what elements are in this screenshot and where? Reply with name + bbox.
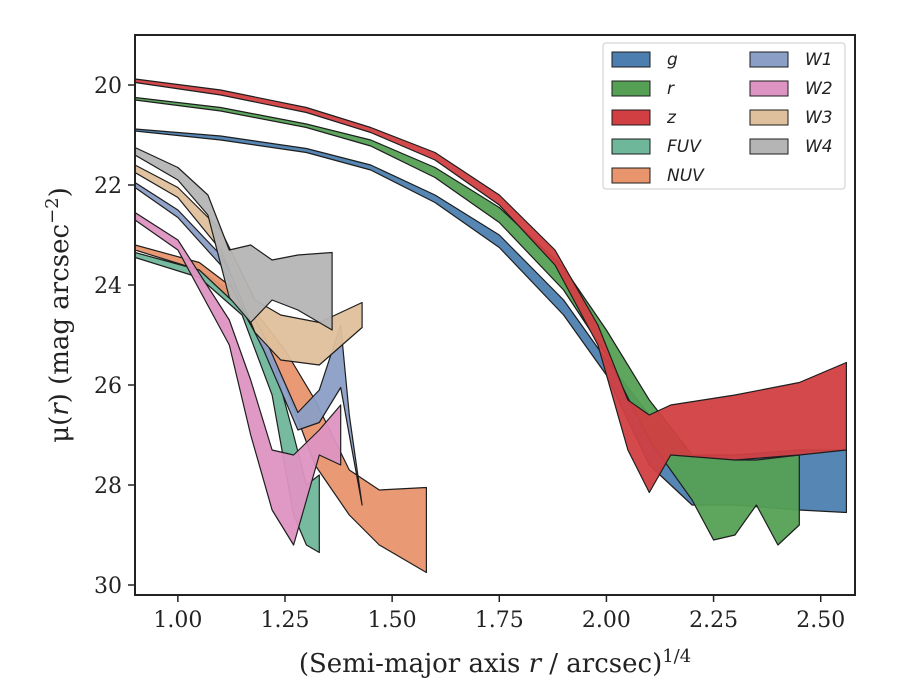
y-axis-title-main: μ( xyxy=(45,416,75,443)
x-tick-label: 1.00 xyxy=(153,608,202,633)
y-axis-title: μ(r) (mag arcsec−2) xyxy=(42,187,75,443)
legend-swatch-w2 xyxy=(749,80,789,97)
y-tick-label: 26 xyxy=(94,374,122,399)
legend-swatch-g xyxy=(611,51,651,68)
x-tick-label: 2.50 xyxy=(796,608,845,633)
band-w4 xyxy=(135,146,333,331)
x-tick-label: 1.25 xyxy=(261,608,310,633)
x-axis-title: (Semi-major axis r / arcsec)1/4 xyxy=(299,646,691,679)
legend-label-z: z xyxy=(666,108,677,128)
x-axis-title-tail: / arcsec) xyxy=(541,649,662,679)
legend-swatch-z xyxy=(611,109,651,126)
x-tick-label: 2.25 xyxy=(689,608,738,633)
x-axis-title-main: (Semi-major axis xyxy=(299,649,529,679)
legend-swatch-w1 xyxy=(749,51,789,68)
legend: grz FUV NUV W1 W2 W3 W4 xyxy=(602,42,846,190)
legend-label-fuv: FUV xyxy=(667,137,702,157)
legend-swatch-fuv xyxy=(611,138,651,155)
y-tick-label: 24 xyxy=(94,274,122,299)
band-w2 xyxy=(135,211,342,546)
x-tick-label: 2.00 xyxy=(582,608,631,633)
legend-label-w2: W2 xyxy=(805,79,833,99)
band-layer xyxy=(135,78,847,574)
x-axis-title-exp: 1/4 xyxy=(662,646,691,667)
band-r xyxy=(135,96,800,546)
x-axis-ticks: 1.00 1.25 1.50 1.75 2.00 2.25 2.50 xyxy=(153,595,845,633)
legend-swatch-w3 xyxy=(749,109,789,126)
legend-label-nuv: NUV xyxy=(667,166,705,186)
legend-swatch-r xyxy=(611,80,651,97)
x-axis-title-var: r xyxy=(529,649,543,679)
legend-label-w1: W1 xyxy=(805,50,833,70)
y-tick-label: 28 xyxy=(94,474,122,499)
legend-label-w4: W4 xyxy=(805,137,833,157)
x-tick-label: 1.75 xyxy=(475,608,524,633)
y-axis-ticks: 20 22 24 26 28 30 xyxy=(94,74,135,599)
legend-swatch-w4 xyxy=(749,138,789,155)
y-axis-title-close: ) xyxy=(45,187,75,197)
plot-frame xyxy=(134,34,856,596)
y-tick-label: 30 xyxy=(94,574,122,599)
y-axis-title-exp: −2 xyxy=(42,197,63,224)
legend-label-g: g xyxy=(667,50,678,70)
y-tick-label: 20 xyxy=(94,74,122,99)
y-tick-label: 22 xyxy=(94,174,122,199)
legend-swatch-nuv xyxy=(611,167,651,184)
legend-label-w3: W3 xyxy=(805,108,833,128)
y-axis-title-tail: ) (mag arcsec xyxy=(45,224,75,403)
x-tick-label: 1.50 xyxy=(368,608,417,633)
band-z xyxy=(135,78,847,494)
y-axis-title-var: r xyxy=(45,402,75,416)
legend-label-r: r xyxy=(667,79,675,99)
